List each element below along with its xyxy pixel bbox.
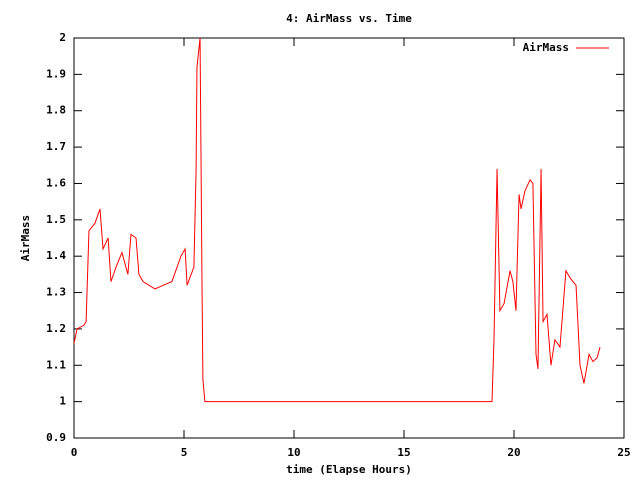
- x-tick-label: 5: [181, 446, 188, 459]
- y-tick-label: 1.3: [46, 286, 66, 299]
- y-tick-label: 1.4: [46, 249, 66, 262]
- chart-title: 4: AirMass vs. Time: [286, 12, 412, 25]
- y-tick-label: 2: [59, 31, 66, 44]
- y-tick-label: 1.9: [46, 67, 66, 80]
- legend-label: AirMass: [523, 41, 569, 54]
- y-tick-label: 1.1: [46, 358, 66, 371]
- y-tick-label: 1.6: [46, 176, 66, 189]
- x-tick-label: 0: [71, 446, 78, 459]
- y-tick-label: 1.8: [46, 104, 66, 117]
- y-tick-label: 1: [59, 395, 66, 408]
- y-tick-label: 0.9: [46, 431, 66, 444]
- x-tick-label: 25: [617, 446, 630, 459]
- y-tick-label: 1.2: [46, 322, 66, 335]
- x-tick-label: 10: [287, 446, 300, 459]
- data-line: [73, 37, 601, 403]
- plot-frame: [73, 37, 625, 439]
- x-tick-label: 20: [507, 446, 520, 459]
- x-axis-label: time (Elapse Hours): [286, 463, 412, 476]
- y-tick-label: 1.7: [46, 140, 66, 153]
- x-tick-label: 15: [397, 446, 410, 459]
- y-axis-label: AirMass: [19, 215, 32, 261]
- y-tick-label: 1.5: [46, 213, 66, 226]
